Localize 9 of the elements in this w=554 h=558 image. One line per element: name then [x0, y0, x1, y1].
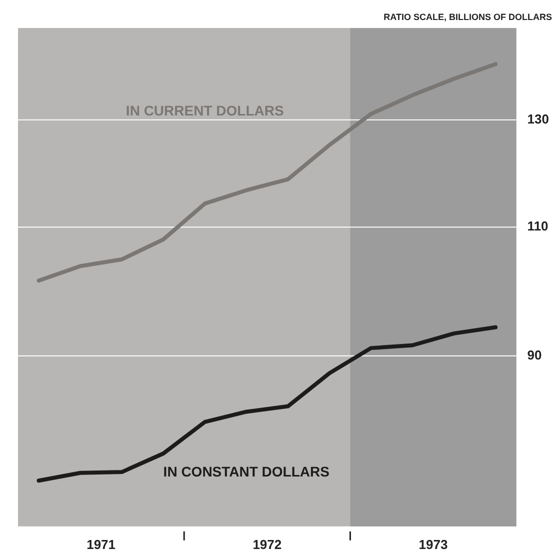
y-tick-label: 90: [527, 347, 542, 362]
y-tick-label: 130: [527, 111, 550, 126]
x-tick-label: 1971: [86, 536, 116, 552]
x-tick-label: 1972: [252, 536, 282, 552]
x-tick-label: 1973: [418, 536, 448, 552]
y-tick-label: 110: [527, 218, 548, 234]
y-axis-title: RATIO SCALE, BILLIONS OF DOLLARS: [384, 12, 552, 22]
text: IN CURRENT DOLLARS: [126, 102, 284, 118]
series-label: IN CONSTANT DOLLARS: [163, 464, 330, 480]
